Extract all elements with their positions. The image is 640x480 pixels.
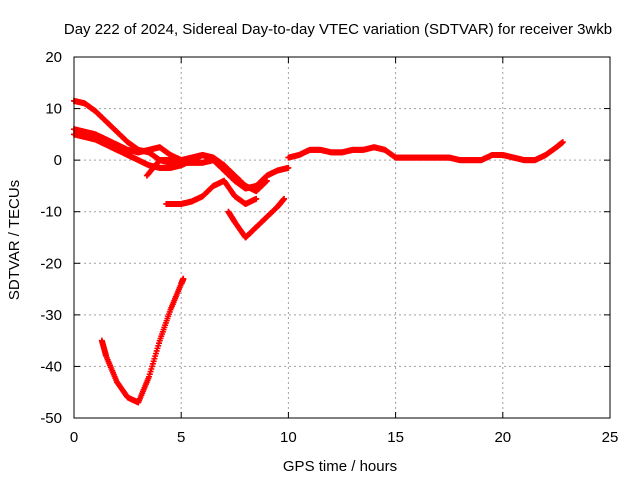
data-point-marker [285, 164, 292, 171]
data-point-marker [263, 177, 270, 184]
x-axis-label: GPS time / hours [283, 458, 397, 475]
series-track-8 [285, 139, 566, 164]
data-point-marker [180, 275, 187, 282]
series-track-4 [143, 157, 270, 195]
data-points [71, 97, 566, 406]
y-tick-label: 20 [45, 49, 62, 66]
plot-frame [73, 56, 611, 419]
series-track-6 [225, 195, 288, 241]
x-tick-label: 0 [70, 429, 78, 446]
y-axis-label: SDTVAR / TECUs [6, 180, 23, 300]
y-tick-label: -40 [40, 358, 62, 375]
series-track-7 [98, 275, 187, 406]
y-tick-label: -20 [40, 255, 62, 272]
data-point-marker [253, 195, 260, 202]
x-tick-label: 5 [177, 429, 185, 446]
x-tick-label: 15 [387, 429, 404, 446]
x-tick-label: 20 [494, 429, 511, 446]
y-tick-label: 10 [45, 101, 62, 118]
x-tick-label: 10 [280, 429, 297, 446]
series-track-5 [163, 177, 260, 207]
y-tick-label: 0 [54, 152, 62, 169]
x-tick-label: 25 [602, 429, 619, 446]
y-tick-label: -10 [40, 204, 62, 221]
y-tick-label: -30 [40, 307, 62, 324]
y-tick-label: -50 [40, 410, 62, 427]
data-point-marker [559, 139, 566, 146]
data-point-marker [281, 195, 288, 202]
chart-title: Day 222 of 2024, Sidereal Day-to-day VTE… [64, 21, 612, 38]
